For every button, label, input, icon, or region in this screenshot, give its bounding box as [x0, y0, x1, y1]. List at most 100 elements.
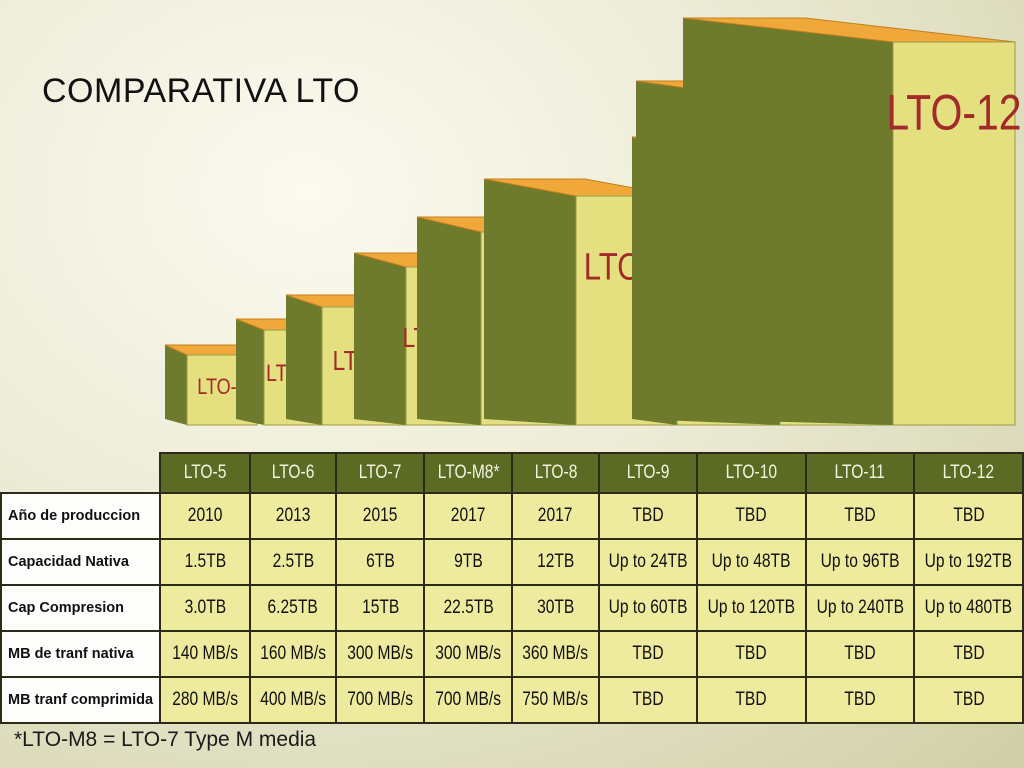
table-cell: TBD	[695, 630, 807, 678]
table-cell: 700 MB/s	[335, 676, 426, 724]
table-cell-value: TBD	[632, 505, 664, 526]
footnote: *LTO-M8 = LTO-7 Type M media	[14, 728, 317, 751]
table-cell-value: TBD	[735, 643, 767, 664]
table-cell: TBD	[913, 492, 1024, 540]
table-cell: 300 MB/s	[335, 630, 426, 678]
table-cell: 360 MB/s	[511, 630, 600, 678]
table-cell: 2017	[423, 492, 514, 540]
table-cell-value: 700 MB/s	[435, 689, 502, 710]
table-cell-value: TBD	[844, 643, 876, 664]
box-side-face	[354, 253, 406, 425]
column-header: LTO-8	[511, 452, 600, 494]
table-cell-value: 2017	[450, 505, 486, 526]
table-cell: 9TB	[423, 538, 514, 586]
table-cell-value: Up to 480TB	[924, 597, 1013, 618]
table-cell: TBD	[597, 630, 698, 678]
column-header: LTO-9	[597, 452, 698, 494]
box-label: LTO-12	[886, 85, 1021, 141]
table-cell: TBD	[695, 492, 807, 540]
table-cell: TBD	[804, 492, 916, 540]
column-header: LTO-11	[804, 452, 916, 494]
table-corner	[1, 453, 160, 493]
box-side-face	[236, 319, 264, 425]
table-cell: 700 MB/s	[423, 676, 514, 724]
table-cell: 280 MB/s	[159, 676, 251, 724]
table-cell: TBD	[804, 630, 916, 678]
table-row: MB de tranf nativa 140 MB/s 160 MB/s 300 MB…	[0, 630, 1024, 678]
column-header: LTO-12	[913, 452, 1024, 494]
table-row: Cap Compresion 3.0TB 6.25TB 15TB 22.5TB 30TB U…	[0, 584, 1024, 632]
table-cell-value: 22.5TB	[443, 597, 494, 618]
table-cell-value: 9TB	[454, 551, 483, 572]
table-cell-value: 400 MB/s	[260, 689, 327, 710]
table-cell: 2017	[511, 492, 600, 540]
table-cell-value: 30TB	[536, 597, 575, 618]
table-cell-value: TBD	[632, 689, 664, 710]
table-cell-value: 300 MB/s	[347, 643, 414, 664]
table-cell: 1.5TB	[159, 538, 251, 586]
table-cell-value: TBD	[953, 689, 985, 710]
table-cell-value: Up to 60TB	[608, 597, 688, 618]
box-side-face	[286, 295, 322, 425]
table-cell-value: 360 MB/s	[522, 643, 589, 664]
column-header: LTO-7	[335, 452, 426, 494]
table-body: Año de produccion 2010 2013 2015 2017 2017 TBD…	[0, 492, 1024, 724]
box-side-face	[484, 179, 576, 425]
column-header-label: LTO-6	[271, 462, 315, 483]
table-cell-value: 2015	[363, 505, 398, 526]
table-cell-value: 700 MB/s	[347, 689, 414, 710]
table-row: Capacidad Nativa 1.5TB 2.5TB 6TB 9TB 12TB Up t…	[0, 538, 1024, 586]
row-label: Año de produccion	[0, 492, 162, 540]
lto-box-lto-12: LTO-12	[682, 17, 1022, 426]
page-title: COMPARATIVA LTO	[42, 72, 360, 110]
table-cell: Up to 240TB	[804, 584, 916, 632]
table-cell: Up to 480TB	[913, 584, 1024, 632]
table-cell-value: Up to 240TB	[816, 597, 904, 618]
row-label: MB de tranf nativa	[0, 630, 162, 678]
table-cell-value: TBD	[735, 505, 767, 526]
row-label: Capacidad Nativa	[0, 538, 162, 586]
box-front-face	[892, 41, 1016, 426]
table-cell-value: 280 MB/s	[172, 689, 239, 710]
column-header-label: LTO-12	[942, 462, 995, 483]
table-cell-value: 12TB	[536, 551, 575, 572]
table-cell: Up to 192TB	[913, 538, 1024, 586]
lto-bar-chart: LTO-5LTO-6LTO-7LTO-M8LTO-8LTO-9LTO-10LTO…	[164, 17, 1022, 426]
box-side-face	[165, 345, 187, 425]
table-cell: 400 MB/s	[248, 676, 338, 724]
column-header: LTO-M8*	[423, 452, 514, 494]
table-header-row: LTO-5 LTO-6 LTO-7 LTO-M8* LTO-8 LTO-9 LTO-10 LT…	[1, 452, 1024, 494]
table-cell-value: 2017	[538, 505, 573, 526]
column-header-label: LTO-10	[725, 462, 777, 483]
column-header-label: LTO-9	[626, 462, 670, 483]
table-cell: 2.5TB	[248, 538, 338, 586]
table-cell: Up to 24TB	[597, 538, 698, 586]
table-cell-value: 6TB	[366, 551, 395, 572]
row-label: Cap Compresion	[0, 584, 162, 632]
box-side-face	[417, 217, 481, 425]
table-cell: 160 MB/s	[248, 630, 338, 678]
table-cell-value: Up to 48TB	[711, 551, 791, 572]
table-cell-value: 2013	[275, 505, 311, 526]
table-cell-value: TBD	[953, 643, 985, 664]
table-row: MB tranf comprimida 280 MB/s 400 MB/s 700 M…	[0, 676, 1024, 724]
table-cell-value: TBD	[735, 689, 767, 710]
column-header-label: LTO-5	[183, 462, 227, 483]
table-cell-value: 15TB	[361, 597, 399, 618]
table-cell: 750 MB/s	[511, 676, 600, 724]
table-cell: Up to 48TB	[695, 538, 807, 586]
table-cell-value: 2.5TB	[272, 551, 314, 572]
table-cell-value: Up to 120TB	[707, 597, 795, 618]
table-cell-value: 1.5TB	[184, 551, 226, 572]
comparison-table: LTO-5 LTO-6 LTO-7 LTO-M8* LTO-8 LTO-9 LTO-10 LT…	[0, 452, 1024, 724]
table-cell: 140 MB/s	[159, 630, 251, 678]
table-cell: 300 MB/s	[423, 630, 514, 678]
table-cell: 2013	[248, 492, 338, 540]
table-cell: 3.0TB	[159, 584, 251, 632]
table-cell: Up to 60TB	[597, 584, 698, 632]
table-cell: 6.25TB	[248, 584, 338, 632]
table-cell: TBD	[913, 630, 1024, 678]
table-cell: Up to 120TB	[695, 584, 807, 632]
table-cell-value: 300 MB/s	[435, 643, 502, 664]
column-header: LTO-10	[695, 452, 807, 494]
